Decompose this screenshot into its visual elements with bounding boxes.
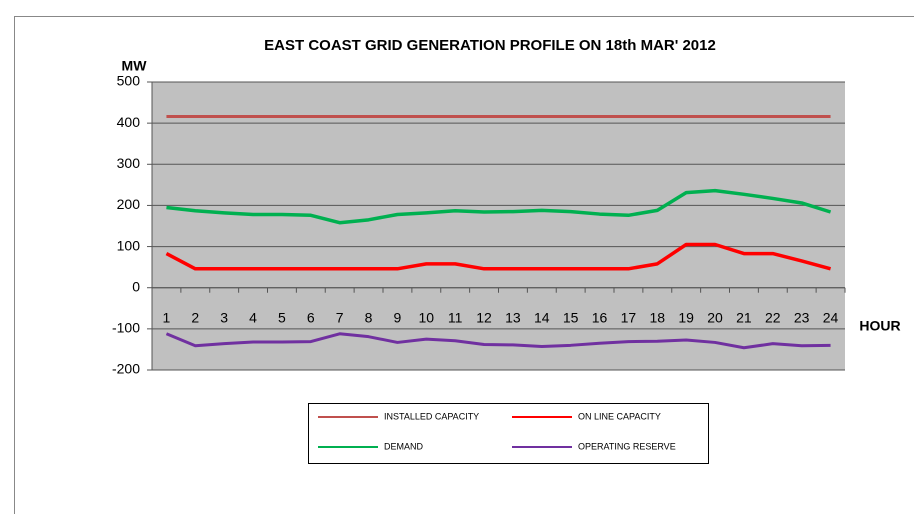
x-axis-label: HOUR	[859, 318, 900, 334]
y-tick-label: 0	[132, 278, 140, 294]
series-line	[165, 242, 832, 271]
x-tick-label: 13	[505, 309, 521, 325]
x-tick-label: 7	[336, 309, 344, 325]
x-tick-label: 24	[823, 309, 839, 325]
y-tick-label: 100	[117, 237, 141, 253]
legend-label: DEMAND	[384, 441, 424, 451]
x-tick-label: 19	[678, 309, 694, 325]
x-tick-label: 22	[765, 309, 781, 325]
x-tick-label: 12	[476, 309, 492, 325]
x-tick-label: 23	[794, 309, 810, 325]
x-tick-label: 1	[163, 309, 171, 325]
legend-label: INSTALLED CAPACITY	[384, 411, 479, 421]
x-tick-label: 18	[650, 309, 666, 325]
x-tick-label: 4	[249, 309, 257, 325]
chart-title: EAST COAST GRID GENERATION PROFILE ON 18…	[264, 37, 716, 54]
y-tick-label: -100	[112, 320, 140, 336]
plot-area	[152, 82, 845, 370]
x-tick-label: 8	[365, 309, 373, 325]
y-tick-label: 400	[117, 114, 141, 130]
x-tick-label: 9	[394, 309, 402, 325]
x-tick-label: 3	[220, 309, 228, 325]
series-line	[165, 332, 831, 350]
legend-label: ON LINE CAPACITY	[578, 411, 661, 421]
x-tick-label: 17	[621, 309, 637, 325]
x-tick-label: 14	[534, 309, 550, 325]
x-tick-label: 11	[448, 309, 463, 325]
y-tick-label: 500	[117, 73, 141, 89]
x-tick-label: 2	[191, 309, 199, 325]
x-tick-label: 15	[563, 309, 579, 325]
x-tick-label: 5	[278, 309, 286, 325]
series-line	[166, 188, 832, 225]
x-tick-label: 21	[736, 309, 752, 325]
legend-label: OPERATING RESERVE	[578, 441, 676, 451]
y-axis-label: MW	[122, 58, 148, 74]
x-tick-label: 10	[419, 309, 435, 325]
x-tick-label: 6	[307, 309, 315, 325]
y-tick-label: -200	[112, 361, 140, 377]
y-tick-label: 200	[117, 196, 141, 212]
y-tick-label: 300	[117, 155, 141, 171]
x-tick-label: 16	[592, 309, 608, 325]
legend	[308, 403, 709, 464]
x-tick-label: 20	[707, 309, 723, 325]
